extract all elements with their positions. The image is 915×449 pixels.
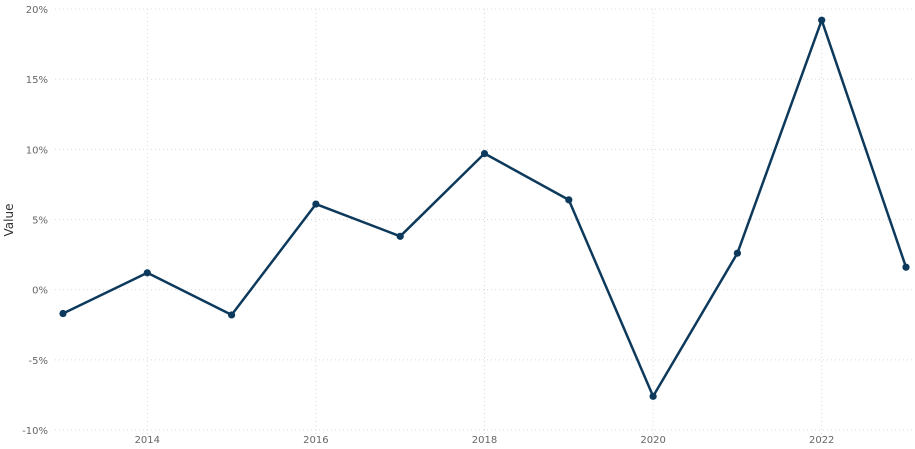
x-tick-label: 2014 (135, 435, 160, 446)
data-point[interactable] (649, 392, 657, 400)
data-point[interactable] (480, 149, 489, 158)
x-tick-label: 2022 (809, 435, 834, 446)
data-point[interactable] (59, 309, 67, 318)
grid (55, 8, 912, 438)
x-tick-label: 2020 (640, 435, 665, 446)
y-axis-title: Value (2, 204, 16, 237)
y-tick-label: -5% (29, 356, 48, 367)
data-point[interactable] (902, 263, 910, 271)
y-axis: -10% -5% 0% 5% 10% 15% 20% (22, 5, 48, 437)
y-tick-label: -10% (22, 426, 48, 437)
series (59, 16, 910, 400)
y-tick-label: 5% (32, 216, 48, 227)
y-tick-label: 15% (26, 75, 48, 86)
data-point[interactable] (565, 196, 573, 204)
data-point[interactable] (818, 16, 826, 24)
series-line (61, 18, 908, 398)
x-tick-label: 2016 (303, 435, 328, 446)
y-tick-label: 20% (26, 5, 48, 16)
data-point[interactable] (733, 249, 742, 257)
y-tick-label: 0% (32, 286, 48, 297)
data-point[interactable] (312, 200, 320, 208)
data-point[interactable] (228, 311, 236, 319)
x-tick-label: 2018 (472, 435, 497, 446)
x-axis: 2014 2016 2018 2020 2022 (135, 435, 835, 446)
data-point[interactable] (396, 232, 404, 240)
data-point[interactable] (143, 269, 151, 277)
y-tick-label: 10% (26, 145, 48, 156)
